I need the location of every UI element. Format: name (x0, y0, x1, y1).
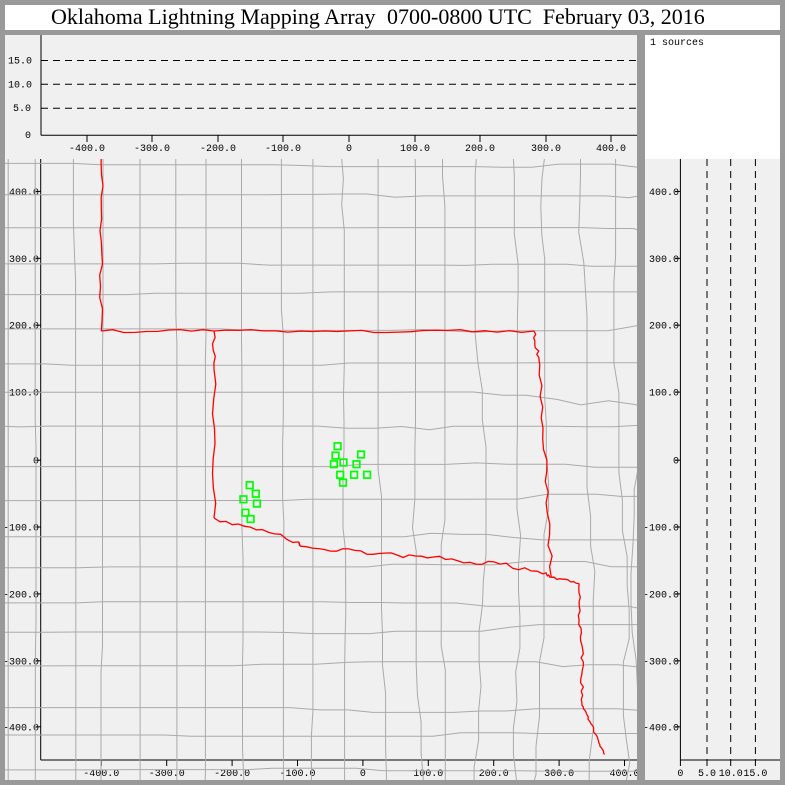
svg-text:-200.0: -200.0 (5, 590, 39, 601)
svg-text:-200.0: -200.0 (214, 769, 250, 780)
svg-text:-100.0: -100.0 (645, 524, 679, 535)
svg-text:-200.0: -200.0 (645, 590, 679, 601)
svg-text:300.0: 300.0 (649, 255, 679, 266)
svg-text:-100.0: -100.0 (265, 144, 301, 155)
svg-text:-300.0: -300.0 (134, 144, 170, 155)
svg-text:400.0: 400.0 (596, 144, 626, 155)
svg-text:0: 0 (360, 769, 366, 780)
svg-text:300.0: 300.0 (544, 769, 574, 780)
svg-text:200.0: 200.0 (649, 322, 679, 333)
svg-text:-100.0: -100.0 (279, 769, 315, 780)
svg-text:0: 0 (673, 457, 679, 468)
svg-text:0: 0 (346, 144, 352, 155)
svg-text:200.0: 200.0 (465, 144, 495, 155)
svg-text:15.0: 15.0 (8, 57, 32, 68)
svg-text:-400.0: -400.0 (645, 723, 679, 734)
svg-text:100.0: 100.0 (649, 389, 679, 400)
svg-text:-300.0: -300.0 (5, 657, 39, 668)
svg-text:10.0: 10.0 (719, 769, 743, 780)
svg-text:0: 0 (25, 131, 31, 142)
svg-text:-300.0: -300.0 (149, 769, 185, 780)
svg-text:100.0: 100.0 (400, 144, 430, 155)
svg-text:-400.0: -400.0 (69, 144, 105, 155)
svg-text:10.0: 10.0 (8, 80, 32, 91)
svg-text:400.0: 400.0 (649, 188, 679, 199)
svg-text:5.0: 5.0 (698, 769, 716, 780)
svg-text:100.0: 100.0 (9, 389, 39, 400)
svg-text:-300.0: -300.0 (645, 657, 679, 668)
svg-text:0: 0 (677, 769, 683, 780)
svg-text:15.0: 15.0 (743, 769, 767, 780)
svg-text:-400.0: -400.0 (5, 723, 39, 734)
svg-text:-200.0: -200.0 (200, 144, 236, 155)
svg-text:5.0: 5.0 (13, 104, 31, 115)
svg-text:400.0: 400.0 (609, 769, 637, 780)
svg-text:400.0: 400.0 (9, 188, 39, 199)
svg-text:200.0: 200.0 (9, 322, 39, 333)
svg-text:-100.0: -100.0 (5, 524, 39, 535)
svg-text:300.0: 300.0 (531, 144, 561, 155)
